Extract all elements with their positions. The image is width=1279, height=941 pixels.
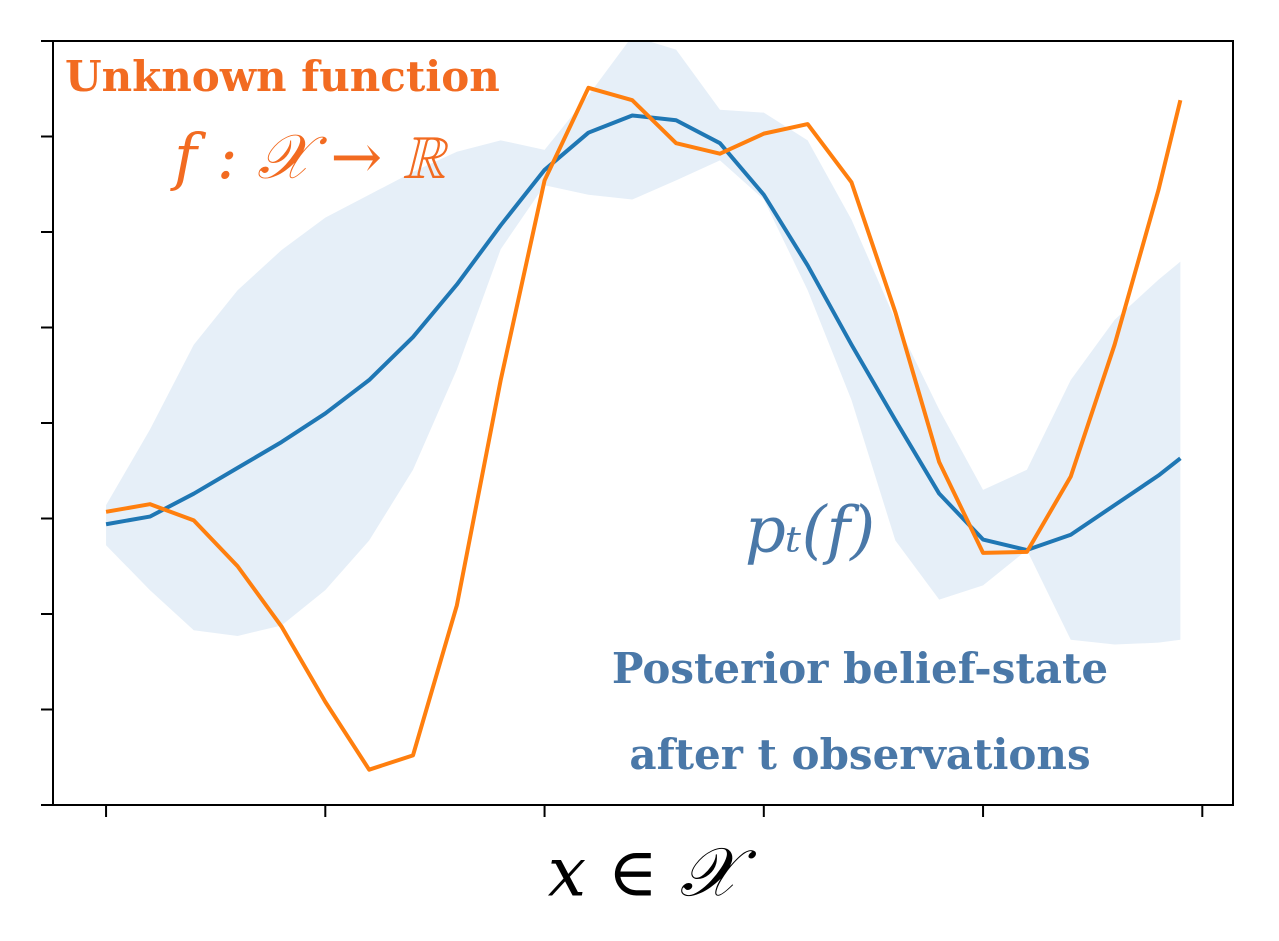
annotation: Posterior belief-state <box>612 644 1108 693</box>
annotation: pₜ(f) <box>745 494 875 568</box>
series-line <box>105 113 1182 553</box>
annotation: f : 𝒳 → ℝ <box>170 120 449 193</box>
x-axis-label: x ∈ 𝒳 <box>548 834 757 913</box>
series-line <box>105 85 1183 772</box>
annotation: after t observations <box>629 730 1090 779</box>
confidence-band <box>106 41 1181 645</box>
annotation: Unknown function <box>65 52 500 101</box>
plot-area <box>105 41 1183 772</box>
